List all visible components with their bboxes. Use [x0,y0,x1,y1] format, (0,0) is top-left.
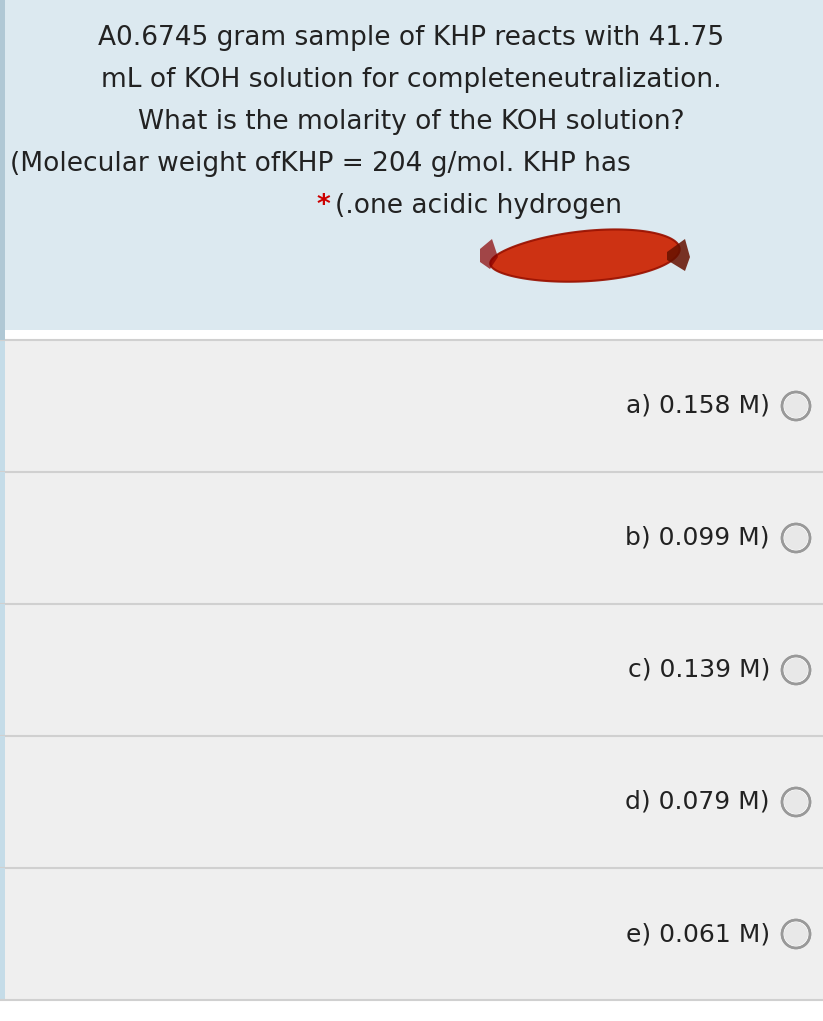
Text: a) 0.158 M): a) 0.158 M) [626,394,770,418]
Polygon shape [491,230,680,282]
Text: mL of KOH solution for completeneutralization.: mL of KOH solution for completeneutraliz… [100,67,721,93]
Polygon shape [667,239,690,271]
Text: *: * [316,193,330,218]
Bar [0,736,823,868]
Bar [0,472,823,604]
Bar [0,472,5,604]
Circle shape [782,920,810,949]
Circle shape [784,790,808,814]
Circle shape [784,394,808,418]
Circle shape [784,658,808,682]
Bar [0,604,823,736]
Text: e) 0.061 M): e) 0.061 M) [625,922,770,946]
Text: A0.6745 gram sample of KHP reacts with 41.75: A0.6745 gram sample of KHP reacts with 4… [98,25,724,51]
Bar [0,736,5,868]
Circle shape [784,526,808,550]
Circle shape [782,524,810,552]
Text: c) 0.139 M): c) 0.139 M) [628,658,770,682]
Bar [0,0,5,340]
Text: d) 0.079 M): d) 0.079 M) [625,790,770,814]
Bar [0,340,5,472]
Circle shape [784,922,808,946]
Circle shape [782,392,810,420]
Text: (Molecular weight ofKHP = 204 g/mol. KHP has: (Molecular weight ofKHP = 204 g/mol. KHP… [10,151,630,177]
Bar [0,868,823,1000]
Text: b) 0.099 M): b) 0.099 M) [625,526,770,550]
Text: (.one acidic hydrogen: (.one acidic hydrogen [335,193,622,218]
Circle shape [782,788,810,816]
Bar [0,340,823,472]
Bar [0,604,5,736]
Polygon shape [480,239,498,269]
Bar [0,868,5,1000]
Bar [0,0,823,330]
Text: What is the molarity of the KOH solution?: What is the molarity of the KOH solution… [137,109,684,135]
Circle shape [782,657,810,684]
